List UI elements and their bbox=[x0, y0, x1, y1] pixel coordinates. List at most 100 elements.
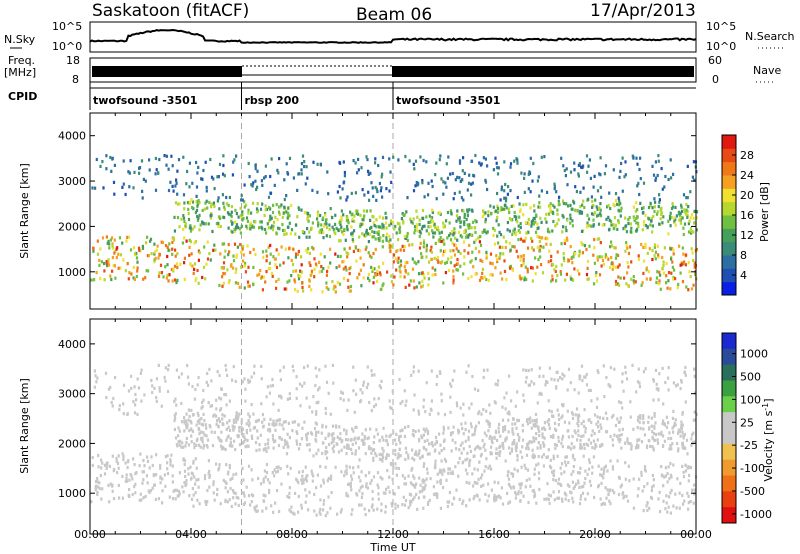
heatmap-cell bbox=[187, 472, 190, 476]
heatmap-cell bbox=[634, 280, 637, 284]
heatmap-cell bbox=[444, 181, 447, 185]
heatmap-cell bbox=[113, 467, 116, 472]
heatmap-cell bbox=[213, 187, 216, 191]
heatmap-cell bbox=[308, 230, 311, 234]
nsky-label: N.Sky bbox=[4, 33, 36, 46]
heatmap-cell bbox=[603, 502, 606, 506]
heatmap-cell bbox=[275, 419, 278, 423]
heatmap-cell bbox=[684, 463, 687, 467]
heatmap-cell bbox=[349, 484, 352, 488]
heatmap-cell bbox=[175, 368, 178, 372]
heatmap-cell bbox=[612, 202, 615, 206]
heatmap-cell bbox=[682, 226, 685, 230]
heatmap-cell bbox=[494, 266, 497, 270]
heatmap-cell bbox=[155, 399, 158, 403]
heatmap-cell bbox=[478, 460, 481, 464]
heatmap-cell bbox=[363, 193, 366, 197]
heatmap-cell bbox=[611, 438, 614, 442]
heatmap-cell bbox=[347, 221, 350, 225]
heatmap-cell bbox=[97, 465, 100, 469]
heatmap-cell bbox=[523, 278, 526, 282]
heatmap-cell bbox=[328, 227, 331, 231]
heatmap-cell bbox=[250, 375, 253, 379]
heatmap-cell bbox=[459, 225, 462, 229]
heatmap-cell bbox=[443, 447, 446, 451]
heatmap-cell bbox=[627, 218, 630, 222]
heatmap-cell bbox=[128, 494, 131, 498]
heatmap-cell bbox=[193, 241, 196, 245]
heatmap-cell bbox=[96, 490, 99, 495]
heatmap-cell bbox=[188, 200, 191, 204]
heatmap-cell bbox=[223, 414, 226, 418]
heatmap-cell bbox=[654, 200, 657, 204]
heatmap-cell bbox=[330, 441, 333, 445]
heatmap-cell bbox=[394, 224, 397, 229]
heatmap-cell bbox=[547, 399, 550, 403]
heatmap-cell bbox=[342, 260, 345, 264]
heatmap-cell bbox=[272, 255, 275, 259]
heatmap-cell bbox=[659, 273, 662, 277]
heatmap-cell bbox=[225, 427, 228, 432]
heatmap-cell bbox=[309, 263, 312, 267]
heatmap-cell bbox=[549, 435, 553, 439]
heatmap-cell bbox=[386, 442, 389, 447]
heatmap-cell bbox=[196, 214, 199, 219]
heatmap-cell bbox=[417, 409, 420, 413]
heatmap-cell bbox=[538, 477, 541, 481]
heatmap-cell bbox=[360, 222, 363, 227]
heatmap-cell bbox=[441, 472, 444, 476]
heatmap-cell bbox=[652, 478, 655, 482]
heatmap-cell bbox=[480, 412, 483, 416]
heatmap-cell bbox=[454, 231, 457, 235]
heatmap-cell bbox=[571, 453, 575, 457]
heatmap-cell bbox=[407, 474, 410, 478]
heatmap-cell bbox=[569, 490, 572, 494]
heatmap-cell bbox=[272, 220, 276, 224]
heatmap-cell bbox=[262, 255, 265, 259]
heatmap-cell bbox=[533, 216, 536, 220]
heatmap-cell bbox=[530, 368, 533, 372]
heatmap-cell bbox=[438, 211, 441, 215]
heatmap-cell bbox=[690, 247, 693, 251]
heatmap-cell bbox=[482, 209, 485, 213]
heatmap-cell bbox=[213, 413, 216, 417]
heatmap-cell bbox=[583, 205, 586, 210]
heatmap-cell bbox=[464, 421, 467, 425]
heatmap-cell bbox=[269, 384, 272, 388]
heatmap-cell bbox=[547, 212, 551, 216]
heatmap-cell bbox=[651, 248, 654, 253]
heatmap-cell bbox=[360, 438, 363, 442]
heatmap-cell bbox=[598, 273, 602, 277]
heatmap-cell bbox=[191, 486, 194, 491]
heatmap-cell bbox=[315, 513, 318, 517]
heatmap-cell bbox=[299, 274, 302, 278]
heatmap-cell bbox=[252, 181, 255, 185]
heatmap-cell bbox=[380, 186, 383, 190]
heatmap-cell bbox=[256, 273, 259, 277]
heatmap-cell bbox=[117, 454, 120, 458]
heatmap-cell bbox=[548, 464, 552, 468]
heatmap-cell bbox=[592, 224, 595, 228]
heatmap-cell bbox=[614, 282, 618, 286]
heatmap-cell bbox=[423, 224, 426, 228]
heatmap-cell bbox=[573, 161, 576, 165]
heatmap-cell bbox=[389, 247, 392, 251]
heatmap-cell bbox=[232, 266, 235, 270]
heatmap-cell bbox=[409, 503, 412, 507]
heatmap-cell bbox=[556, 408, 559, 412]
heatmap-cell bbox=[178, 429, 181, 433]
heatmap-cell bbox=[164, 366, 167, 370]
heatmap-cell bbox=[452, 249, 455, 253]
heatmap-cell bbox=[616, 202, 619, 206]
velocity-colorbar-tick-label: -25 bbox=[740, 439, 758, 452]
heatmap-cell bbox=[627, 251, 631, 255]
heatmap-cell bbox=[218, 373, 221, 378]
heatmap-cell bbox=[669, 211, 672, 215]
velocity-colorbar-segment bbox=[722, 333, 736, 350]
heatmap-cell bbox=[625, 494, 628, 498]
heatmap-cell bbox=[689, 275, 692, 279]
heatmap-cell bbox=[201, 440, 204, 444]
heatmap-cell bbox=[166, 263, 169, 267]
heatmap-cell bbox=[240, 421, 243, 425]
